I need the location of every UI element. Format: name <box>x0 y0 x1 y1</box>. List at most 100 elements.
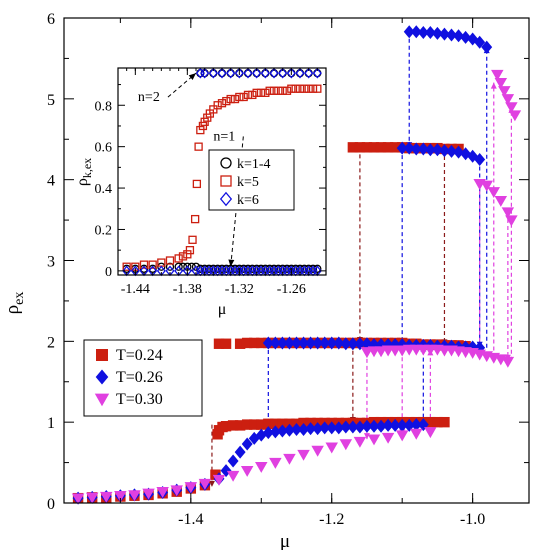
inset-data-point <box>148 260 157 269</box>
data-point <box>382 142 394 153</box>
data-point <box>249 419 260 430</box>
data-point <box>340 420 352 434</box>
data-point <box>361 419 373 433</box>
inset-data-point <box>248 264 257 273</box>
transition-arrow-head <box>490 82 497 89</box>
inset-x-tick-label: -1.26 <box>277 282 306 297</box>
data-point <box>333 336 345 350</box>
legend-label: T=0.30 <box>116 391 163 408</box>
inset-data-point <box>269 67 279 79</box>
inset-y-tick-label: 0.8 <box>95 99 113 114</box>
data-point <box>438 144 450 158</box>
data-point <box>460 30 472 44</box>
inset-x-axis-label: μ <box>218 301 227 318</box>
data-point <box>276 336 288 350</box>
inset-x-tick-label: -1.38 <box>173 282 202 297</box>
inset-data-point <box>287 84 296 93</box>
data-point <box>389 418 401 432</box>
data-point <box>142 488 155 500</box>
data-point <box>226 470 240 482</box>
x-axis-label: μ <box>280 531 290 550</box>
data-point <box>128 490 141 502</box>
data-point <box>396 141 408 155</box>
inset-data-point <box>226 67 236 79</box>
inset-series-k-5 <box>122 84 322 271</box>
inset-data-point <box>165 256 175 265</box>
legend-label: T=0.26 <box>116 369 163 386</box>
y-axis-label: ρex <box>2 292 27 315</box>
inset-data-point <box>260 67 270 79</box>
inset-data-point <box>217 67 227 79</box>
inset-y-axis-label-subscript: k,ex <box>80 158 94 178</box>
inset-data-point <box>282 86 292 95</box>
data-point <box>425 416 436 428</box>
inset-x-tick-label: -1.44 <box>121 282 150 297</box>
inset-x-tick-label: -1.32 <box>225 282 254 297</box>
data-point <box>326 336 338 350</box>
data-point <box>438 27 450 41</box>
inset-data-point <box>312 67 322 79</box>
inset-data-point <box>122 262 131 271</box>
inset-data-point <box>252 67 262 79</box>
data-point <box>381 432 395 444</box>
inset-data-point <box>213 264 222 273</box>
data-point <box>347 142 359 153</box>
data-point <box>487 187 501 199</box>
data-point <box>298 336 310 350</box>
data-point <box>367 434 381 446</box>
inset-data-point <box>243 67 253 79</box>
inset-data-point <box>286 67 296 79</box>
data-point <box>494 77 508 89</box>
inset-plot-marks <box>122 67 322 277</box>
inset-data-point <box>282 264 292 273</box>
inset-axes: -1.44 -1.38 -1.32 -1.26 0 0.2 0.4 0.6 0.8 <box>95 67 327 297</box>
data-point <box>424 143 436 157</box>
inset-data-point <box>196 264 205 273</box>
data-point <box>326 421 338 435</box>
data-point <box>347 337 359 351</box>
data-point <box>291 336 302 350</box>
data-point <box>256 419 267 430</box>
inset-data-point <box>256 88 266 97</box>
main-legend: T=0.24 T=0.26 T=0.30 <box>83 339 203 417</box>
data-point <box>446 28 457 42</box>
data-point <box>361 142 373 153</box>
inset-data-point <box>308 264 318 273</box>
data-point <box>283 336 295 350</box>
data-point <box>212 474 226 486</box>
data-point <box>353 436 367 448</box>
data-point <box>156 487 169 498</box>
data-point <box>234 445 246 459</box>
data-point <box>446 144 457 158</box>
data-point <box>227 420 239 431</box>
data-point <box>453 145 465 159</box>
inset-legend-label: k=1-4 <box>237 157 271 172</box>
y-tick-label: 1 <box>47 415 55 432</box>
data-point <box>368 419 380 433</box>
data-point <box>305 422 317 436</box>
data-point <box>432 416 443 428</box>
data-point <box>256 337 267 349</box>
data-point <box>269 425 281 439</box>
data-point <box>312 422 324 436</box>
inset-data-point <box>222 96 231 106</box>
data-point <box>297 449 310 461</box>
inset-data-point <box>188 235 197 244</box>
data-point <box>505 215 518 227</box>
data-point <box>241 337 253 349</box>
legend-marker-t-0-24 <box>96 349 108 361</box>
data-point <box>333 421 345 435</box>
data-point <box>210 469 221 480</box>
inset-legend-marker-k-5 <box>220 175 232 187</box>
legend-marker-t-0-26 <box>95 369 109 385</box>
data-point <box>410 25 422 39</box>
y-tick-label: 0 <box>47 496 55 513</box>
data-point <box>460 147 472 161</box>
inset-data-point <box>190 214 200 224</box>
data-point <box>382 418 394 432</box>
data-point <box>234 420 246 431</box>
transition-arrow-head <box>208 480 215 487</box>
data-point <box>325 442 338 454</box>
inset-data-point <box>278 86 287 95</box>
